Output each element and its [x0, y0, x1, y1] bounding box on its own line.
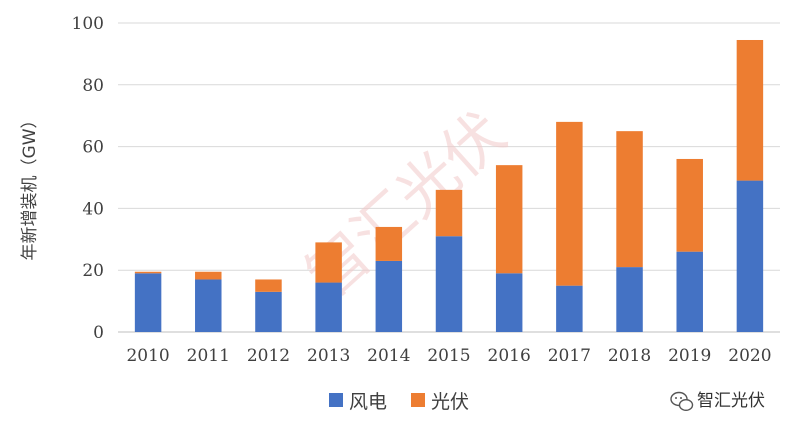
- bar-solar-2010: [134, 271, 162, 274]
- y-tick-label: 40: [82, 199, 104, 219]
- bar-wind-2010: [134, 273, 162, 332]
- bar-solar-2019: [676, 158, 703, 252]
- bar-wind-2012: [255, 291, 282, 332]
- legend-label-wind: 风电: [349, 391, 387, 413]
- bar-solar-2011: [195, 271, 222, 280]
- x-tick-label: 2017: [548, 346, 591, 366]
- bar-wind-2015: [435, 236, 463, 332]
- y-tick-label: 20: [82, 261, 104, 281]
- bars: [134, 39, 764, 332]
- bar-wind-2020: [736, 180, 764, 332]
- y-axis-ticks: 0 20 40 60 80 100: [72, 14, 104, 343]
- bar-wind-2019: [676, 251, 703, 332]
- x-tick-label: 2011: [187, 346, 230, 366]
- x-tick-label: 2012: [247, 346, 290, 366]
- brand-name: 智汇光伏: [697, 391, 765, 411]
- bar-solar-2018: [616, 131, 643, 268]
- bar-solar-2016: [495, 165, 523, 274]
- bar-solar-2015: [435, 189, 463, 237]
- bar-wind-2014: [375, 260, 403, 332]
- brand-watermark: 智汇光伏: [670, 391, 765, 412]
- bar-solar-2017: [556, 121, 583, 286]
- bar-wind-2013: [315, 282, 342, 332]
- x-tick-label: 2014: [367, 346, 410, 366]
- bar-wind-2011: [195, 279, 222, 332]
- y-tick-label: 0: [93, 323, 104, 343]
- wechat-icon: [670, 391, 694, 412]
- legend: 风电 光伏: [329, 391, 469, 413]
- y-tick-label: 100: [72, 14, 104, 34]
- x-tick-label: 2018: [608, 346, 651, 366]
- bar-wind-2017: [556, 285, 583, 332]
- x-axis-ticks: 2010 2011 2012 2013 2014 2015 2016 2017 2018 2019…: [126, 346, 771, 366]
- x-tick-label: 2019: [668, 346, 711, 366]
- bar-wind-2016: [495, 273, 523, 332]
- bar-solar-2013: [315, 242, 342, 283]
- y-tick-label: 60: [82, 138, 104, 158]
- legend-label-solar: 光伏: [431, 391, 469, 413]
- y-axis-title: 年新增装机（GW）: [20, 112, 40, 261]
- x-tick-label: 2013: [307, 346, 350, 366]
- bar-wind-2018: [616, 267, 643, 332]
- legend-swatch-solar: [411, 393, 425, 407]
- bar-solar-2012: [255, 279, 282, 292]
- y-tick-label: 80: [82, 76, 104, 96]
- bar-solar-2014: [375, 226, 403, 261]
- x-tick-label: 2010: [126, 346, 169, 366]
- bar-solar-2020: [736, 39, 764, 181]
- x-tick-label: 2020: [728, 346, 771, 366]
- x-tick-label: 2015: [427, 346, 470, 366]
- legend-swatch-wind: [329, 393, 343, 407]
- x-tick-label: 2016: [488, 346, 531, 366]
